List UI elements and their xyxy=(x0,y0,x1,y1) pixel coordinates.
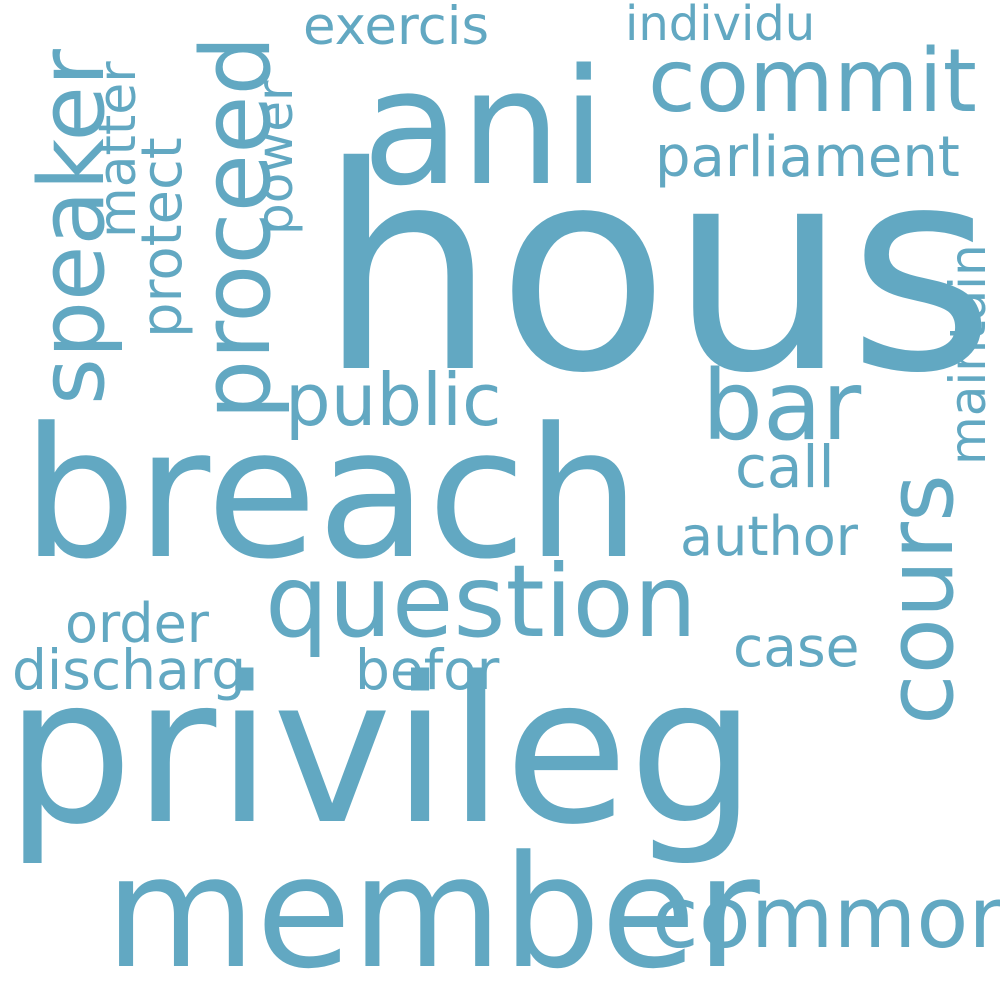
word-befor: befor xyxy=(355,638,500,702)
word-public: public xyxy=(285,358,502,442)
word-breach: breach xyxy=(22,390,641,599)
word-maintain: maintain xyxy=(939,244,997,465)
word-cours: cours xyxy=(867,474,974,725)
word-power: power xyxy=(246,80,304,235)
word-protect: protect xyxy=(130,137,195,338)
word-discharg: discharg xyxy=(12,638,247,702)
word-ani: ani xyxy=(362,34,606,221)
word-privileg: privileg xyxy=(5,633,757,869)
word-individu: individu xyxy=(625,0,816,52)
word-author: author xyxy=(680,505,858,568)
word-hous: hous xyxy=(318,106,995,435)
word-question: question xyxy=(265,543,698,660)
word-case: case xyxy=(733,615,860,679)
word-order: order xyxy=(65,592,209,655)
word-exercis: exercis xyxy=(303,0,490,57)
word-call: call xyxy=(735,433,835,501)
word-bar: bar xyxy=(702,350,862,462)
word-member: member xyxy=(105,822,760,1000)
word-parliament: parliament xyxy=(655,125,960,190)
word-common: common xyxy=(652,869,1000,968)
word-commit: commit xyxy=(648,30,977,132)
